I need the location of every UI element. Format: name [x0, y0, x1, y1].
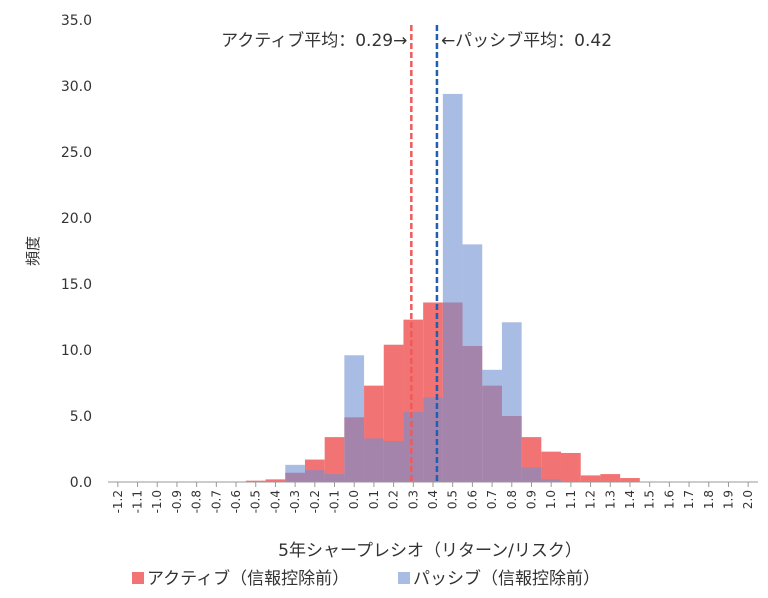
x-tick-label: 0.0 [347, 490, 361, 509]
bar [285, 464, 305, 482]
y-tick-label: 0.0 [70, 475, 92, 491]
x-tick-label: -0.2 [308, 490, 322, 513]
bar [541, 479, 562, 482]
x-tick-label: 0.6 [465, 490, 479, 509]
bar [600, 474, 621, 482]
y-tick-label: 15.0 [61, 277, 92, 293]
bar [541, 451, 562, 482]
bar [383, 441, 404, 482]
legend-swatch [132, 572, 144, 584]
x-tick-label: -0.8 [190, 490, 204, 513]
y-tick-label: 20.0 [61, 211, 92, 227]
x-tick-label: 0.4 [426, 490, 440, 509]
x-tick-label: 1.8 [702, 490, 716, 509]
bar [442, 93, 463, 483]
x-tick-label: 0.8 [505, 490, 519, 509]
x-tick-label: 1.9 [721, 490, 735, 509]
bar [423, 397, 443, 482]
x-tick-label: 2.0 [741, 490, 755, 509]
y-tick-label: 35.0 [61, 13, 92, 29]
x-tick-label: -0.6 [229, 490, 243, 513]
bar [403, 412, 424, 482]
bar [364, 438, 384, 482]
bar [580, 475, 601, 482]
y-axis-label: 頻度 [24, 236, 42, 266]
x-tick-label: -1.0 [150, 490, 164, 513]
x-tick-label: 0.7 [485, 490, 499, 509]
bar [501, 322, 522, 482]
bar [561, 452, 581, 482]
y-tick-label: 5.0 [70, 409, 92, 425]
x-tick-label: -0.9 [170, 490, 184, 513]
bar [462, 244, 483, 482]
x-tick-label: 0.2 [387, 490, 401, 509]
bar [482, 369, 502, 482]
x-tick-label: -1.2 [111, 490, 125, 513]
x-tick-label: -0.1 [328, 490, 342, 513]
x-tick-label: 1.0 [544, 490, 558, 509]
x-tick-label: 1.7 [682, 490, 696, 509]
x-tick-label: 0.5 [446, 490, 460, 509]
y-tick-label: 30.0 [61, 79, 92, 95]
mean-label: ←パッシブ平均：0.42 [441, 30, 612, 51]
y-tick-label: 25.0 [61, 145, 92, 161]
x-tick-label: 1.4 [623, 490, 637, 509]
bar [245, 480, 266, 482]
legend-label: パッシブ（信報控除前） [413, 568, 600, 589]
y-tick-label: 10.0 [61, 343, 92, 359]
x-tick-label: 0.1 [367, 490, 381, 509]
bar [620, 478, 640, 482]
x-tick-label: -0.7 [209, 490, 223, 513]
x-tick-label: -0.3 [288, 490, 302, 513]
x-tick-label: -1.1 [131, 490, 145, 513]
legend-swatch [398, 572, 410, 584]
x-tick-label: 1.3 [603, 490, 617, 509]
x-tick-label: 1.2 [584, 490, 598, 509]
bar [521, 467, 542, 482]
bar [304, 470, 325, 482]
bar [344, 355, 365, 482]
x-tick-label: 0.9 [524, 490, 538, 509]
x-tick-label: 1.6 [662, 490, 676, 509]
x-tick-label: 0.3 [406, 490, 420, 509]
x-tick-label: 1.5 [643, 490, 657, 509]
x-tick-label: 1.1 [564, 490, 578, 509]
x-axis-label: 5年シャープレシオ（リターン/リスク） [278, 541, 582, 561]
bar [324, 437, 345, 482]
x-tick-label: -0.4 [268, 490, 282, 513]
bar [324, 474, 345, 482]
x-tick-label: -0.5 [249, 490, 263, 513]
bar [265, 479, 286, 482]
legend-label: アクティブ（信報控除前） [147, 568, 349, 589]
mean-label: アクティブ平均：0.29→ [221, 30, 407, 51]
